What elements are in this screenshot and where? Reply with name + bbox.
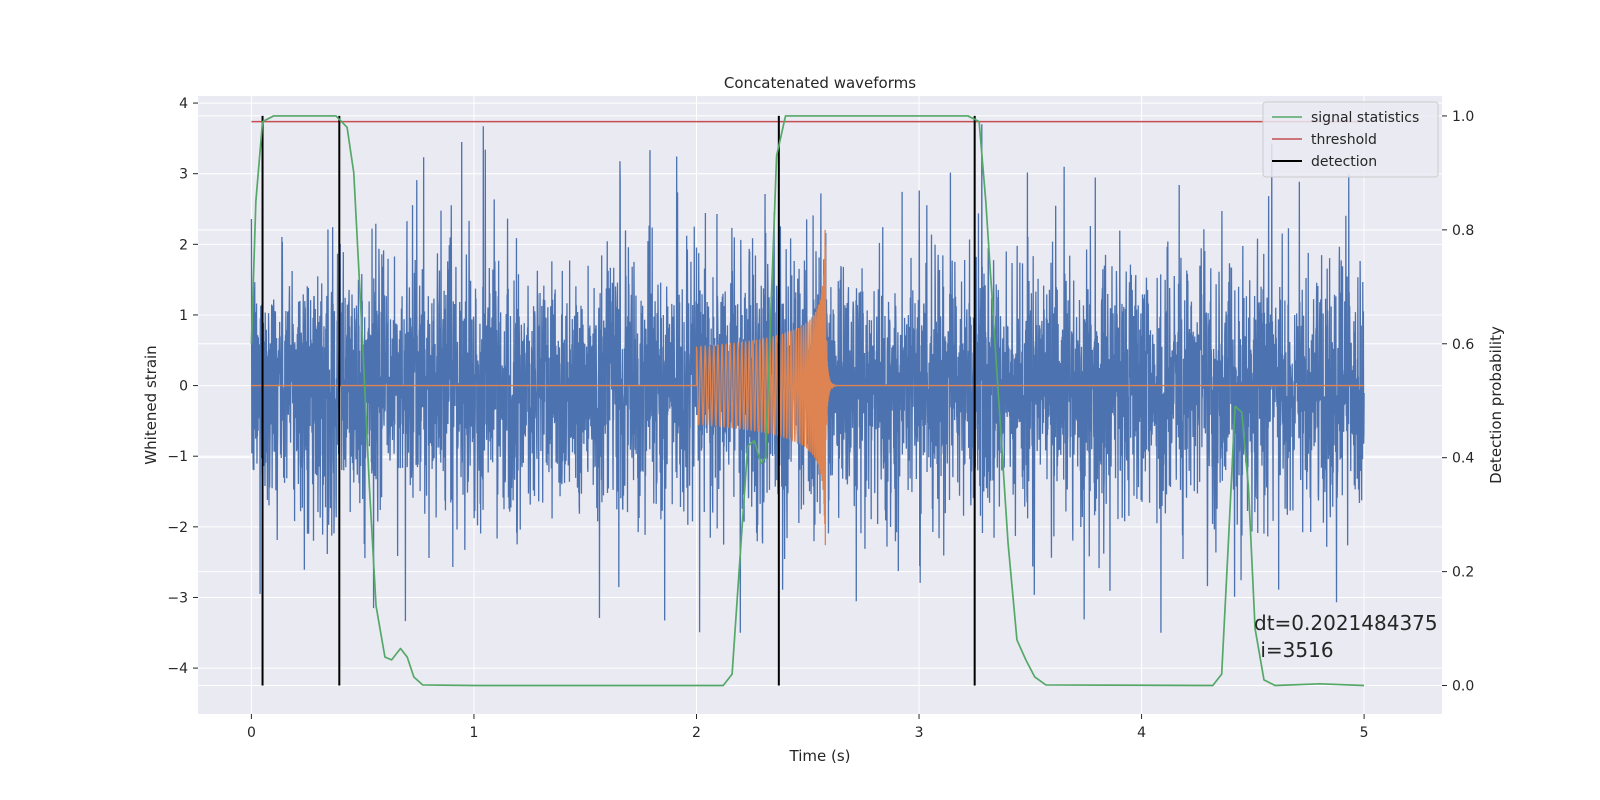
y-axis-label: Whitened strain [142,345,160,464]
y-tick-label: −4 [167,661,188,677]
annotation-index: i=3516 [1254,638,1334,662]
detection-series [261,115,976,686]
y2-tick-label: 0.4 [1452,451,1474,467]
x-axis-label: Time (s) [789,747,851,765]
y-tick-label: 1 [179,308,188,324]
legend-label-detection: detection [1311,154,1377,170]
chart-title: Concatenated waveforms [724,74,916,92]
y2-tick-label: 0.2 [1452,565,1474,581]
waveform-series [251,229,1365,546]
y-tick-label: 4 [179,96,188,112]
y-tick-label: −3 [167,590,188,606]
legend: signal statistics threshold detection [1262,101,1439,178]
y2-tick-label: 1.0 [1452,109,1474,125]
y-tick-label: −2 [167,520,188,536]
x-tick-label: 5 [1360,725,1369,741]
waveform-line [251,229,1365,546]
y2-tick-label: 0.0 [1452,679,1474,695]
signal-statistics-series [250,115,1365,687]
y-tick-label: 2 [179,237,188,253]
x-tick-label: 2 [692,725,701,741]
signal-statistics-line [250,115,1365,687]
legend-label-signal-statistics: signal statistics [1311,110,1419,126]
y2-axis-label: Detection probability [1487,326,1505,484]
y2-tick-label: 0.8 [1452,223,1474,239]
annotation-dt: dt=0.2021484375 [1254,611,1438,635]
y-tick-label: −1 [167,449,188,465]
x-tick-label: 3 [915,725,924,741]
x-tick-label: 1 [469,725,478,741]
y2-tick-label: 0.6 [1452,337,1474,353]
axis-ticks: 0 1 2 3 4 5 −4 −3 −2 −1 0 1 2 3 4 0.0 0.2 0.4 0.6 0.8 1.0 [167,96,1474,741]
x-tick-label: 4 [1137,725,1146,741]
legend-label-threshold: threshold [1311,132,1377,148]
y-tick-label: 0 [179,379,188,395]
legend-box [1262,101,1439,178]
y-tick-label: 3 [179,167,188,183]
x-tick-label: 0 [247,725,256,741]
